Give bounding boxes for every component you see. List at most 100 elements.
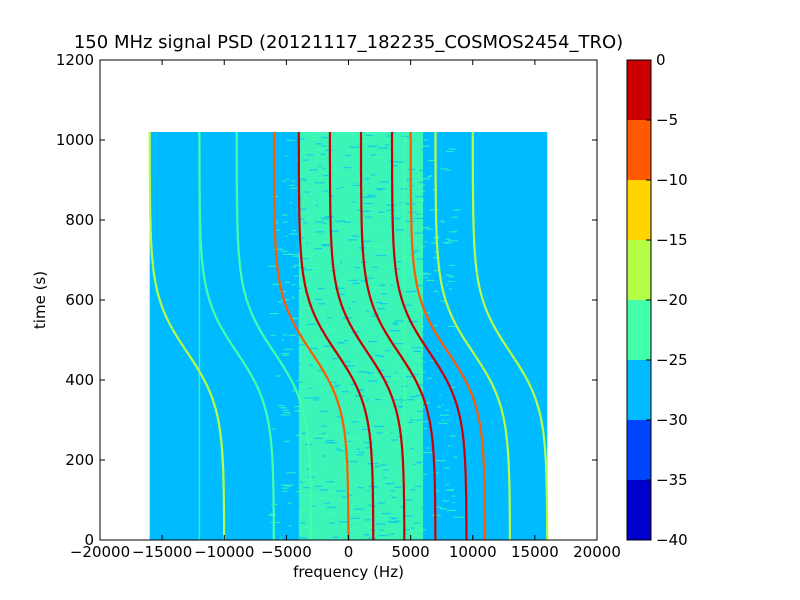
noise-pixel: [350, 517, 360, 519]
x-axis-label: frequency (Hz): [293, 563, 404, 581]
noise-pixel: [319, 195, 323, 197]
noise-pixel: [282, 221, 288, 223]
noise-pixel: [381, 466, 386, 468]
noise-pixel: [446, 156, 454, 158]
noise-pixel: [336, 348, 344, 350]
noise-pixel: [436, 476, 446, 478]
y-tick-label: 600: [65, 291, 94, 309]
noise-pixel: [363, 442, 373, 444]
noise-pixel: [427, 176, 432, 178]
noise-pixel: [299, 294, 310, 296]
noise-pixel: [426, 279, 435, 282]
noise-pixel: [287, 502, 292, 504]
noise-pixel: [446, 509, 456, 512]
noise-pixel: [392, 340, 401, 343]
noise-pixel: [415, 394, 424, 397]
noise-pixel: [302, 152, 311, 154]
noise-pixel: [424, 516, 430, 519]
noise-pixel: [373, 156, 383, 158]
noise-pixel: [374, 486, 379, 488]
noise-pixel: [379, 464, 387, 466]
noise-pixel: [354, 508, 364, 510]
noise-pixel: [283, 348, 294, 350]
noise-pixel: [350, 133, 361, 135]
noise-pixel: [359, 405, 366, 408]
noise-pixel: [416, 213, 421, 216]
noise-pixel: [436, 350, 439, 352]
noise-pixel: [281, 487, 289, 489]
noise-pixel: [320, 218, 329, 220]
noise-pixel: [270, 499, 281, 501]
noise-pixel: [324, 345, 331, 347]
noise-pixel: [349, 377, 352, 379]
noise-pixel: [378, 211, 385, 213]
noise-pixel: [290, 140, 294, 142]
noise-pixel: [422, 473, 427, 476]
noise-pixel: [284, 192, 290, 194]
noise-pixel: [291, 229, 297, 232]
noise-pixel: [397, 261, 402, 263]
noise-pixel: [348, 388, 354, 390]
noise-pixel: [282, 254, 289, 256]
noise-pixel: [449, 526, 455, 529]
noise-pixel: [422, 145, 431, 147]
noise-pixel: [320, 244, 330, 246]
noise-pixel: [430, 360, 434, 362]
noise-pixel: [292, 255, 301, 257]
noise-pixel: [294, 405, 304, 408]
noise-pixel: [406, 530, 414, 532]
noise-pixel: [346, 228, 355, 230]
noise-pixel: [432, 272, 438, 274]
noise-pixel: [408, 211, 417, 213]
noise-pixel: [415, 284, 425, 287]
x-axis: −20000 −15000 −10000 −5000 0 5000 10000 15000 20…: [70, 60, 621, 561]
noise-pixel: [377, 246, 388, 248]
noise-pixel: [382, 376, 392, 378]
noise-pixel: [446, 498, 451, 501]
noise-pixel: [371, 278, 376, 280]
noise-pixel: [445, 238, 451, 240]
noise-pixel: [339, 521, 349, 523]
noise-pixel: [448, 276, 455, 278]
noise-pixel: [374, 425, 384, 428]
noise-pixel: [362, 471, 367, 473]
noise-pixel: [416, 529, 426, 531]
noise-pixel: [283, 409, 289, 411]
noise-pixel: [383, 469, 389, 471]
noise-pixel: [375, 523, 386, 525]
noise-pixel: [371, 225, 382, 228]
noise-pixel: [358, 451, 365, 454]
noise-pixel: [337, 219, 344, 221]
noise-pixel: [383, 532, 392, 535]
noise-pixel: [418, 361, 426, 363]
noise-pixel: [280, 400, 288, 402]
noise-pixel: [442, 217, 452, 219]
noise-pixel: [321, 204, 330, 206]
noise-pixel: [355, 267, 360, 269]
noise-pixel: [270, 334, 276, 336]
noise-pixel: [278, 154, 281, 156]
noise-pixel: [418, 276, 424, 278]
noise-pixel: [412, 417, 421, 419]
noise-pixel: [274, 289, 279, 291]
noise-pixel: [358, 311, 363, 314]
noise-pixel: [280, 516, 289, 518]
noise-pixel: [290, 187, 298, 189]
noise-pixel: [348, 460, 359, 463]
noise-pixel: [442, 500, 450, 502]
noise-pixel: [315, 143, 322, 145]
noise-pixel: [375, 302, 383, 304]
noise-pixel: [436, 332, 440, 334]
noise-pixel: [374, 257, 378, 259]
noise-pixel: [392, 496, 397, 499]
noise-pixel: [358, 487, 364, 489]
noise-pixel: [284, 359, 290, 361]
noise-pixel: [351, 421, 359, 423]
noise-pixel: [376, 469, 383, 471]
noise-pixel: [393, 217, 401, 220]
noise-pixel: [351, 178, 355, 180]
noise-pixel: [284, 155, 288, 157]
noise-pixel: [412, 463, 416, 466]
noise-pixel: [358, 388, 365, 391]
noise-pixel: [340, 473, 346, 475]
